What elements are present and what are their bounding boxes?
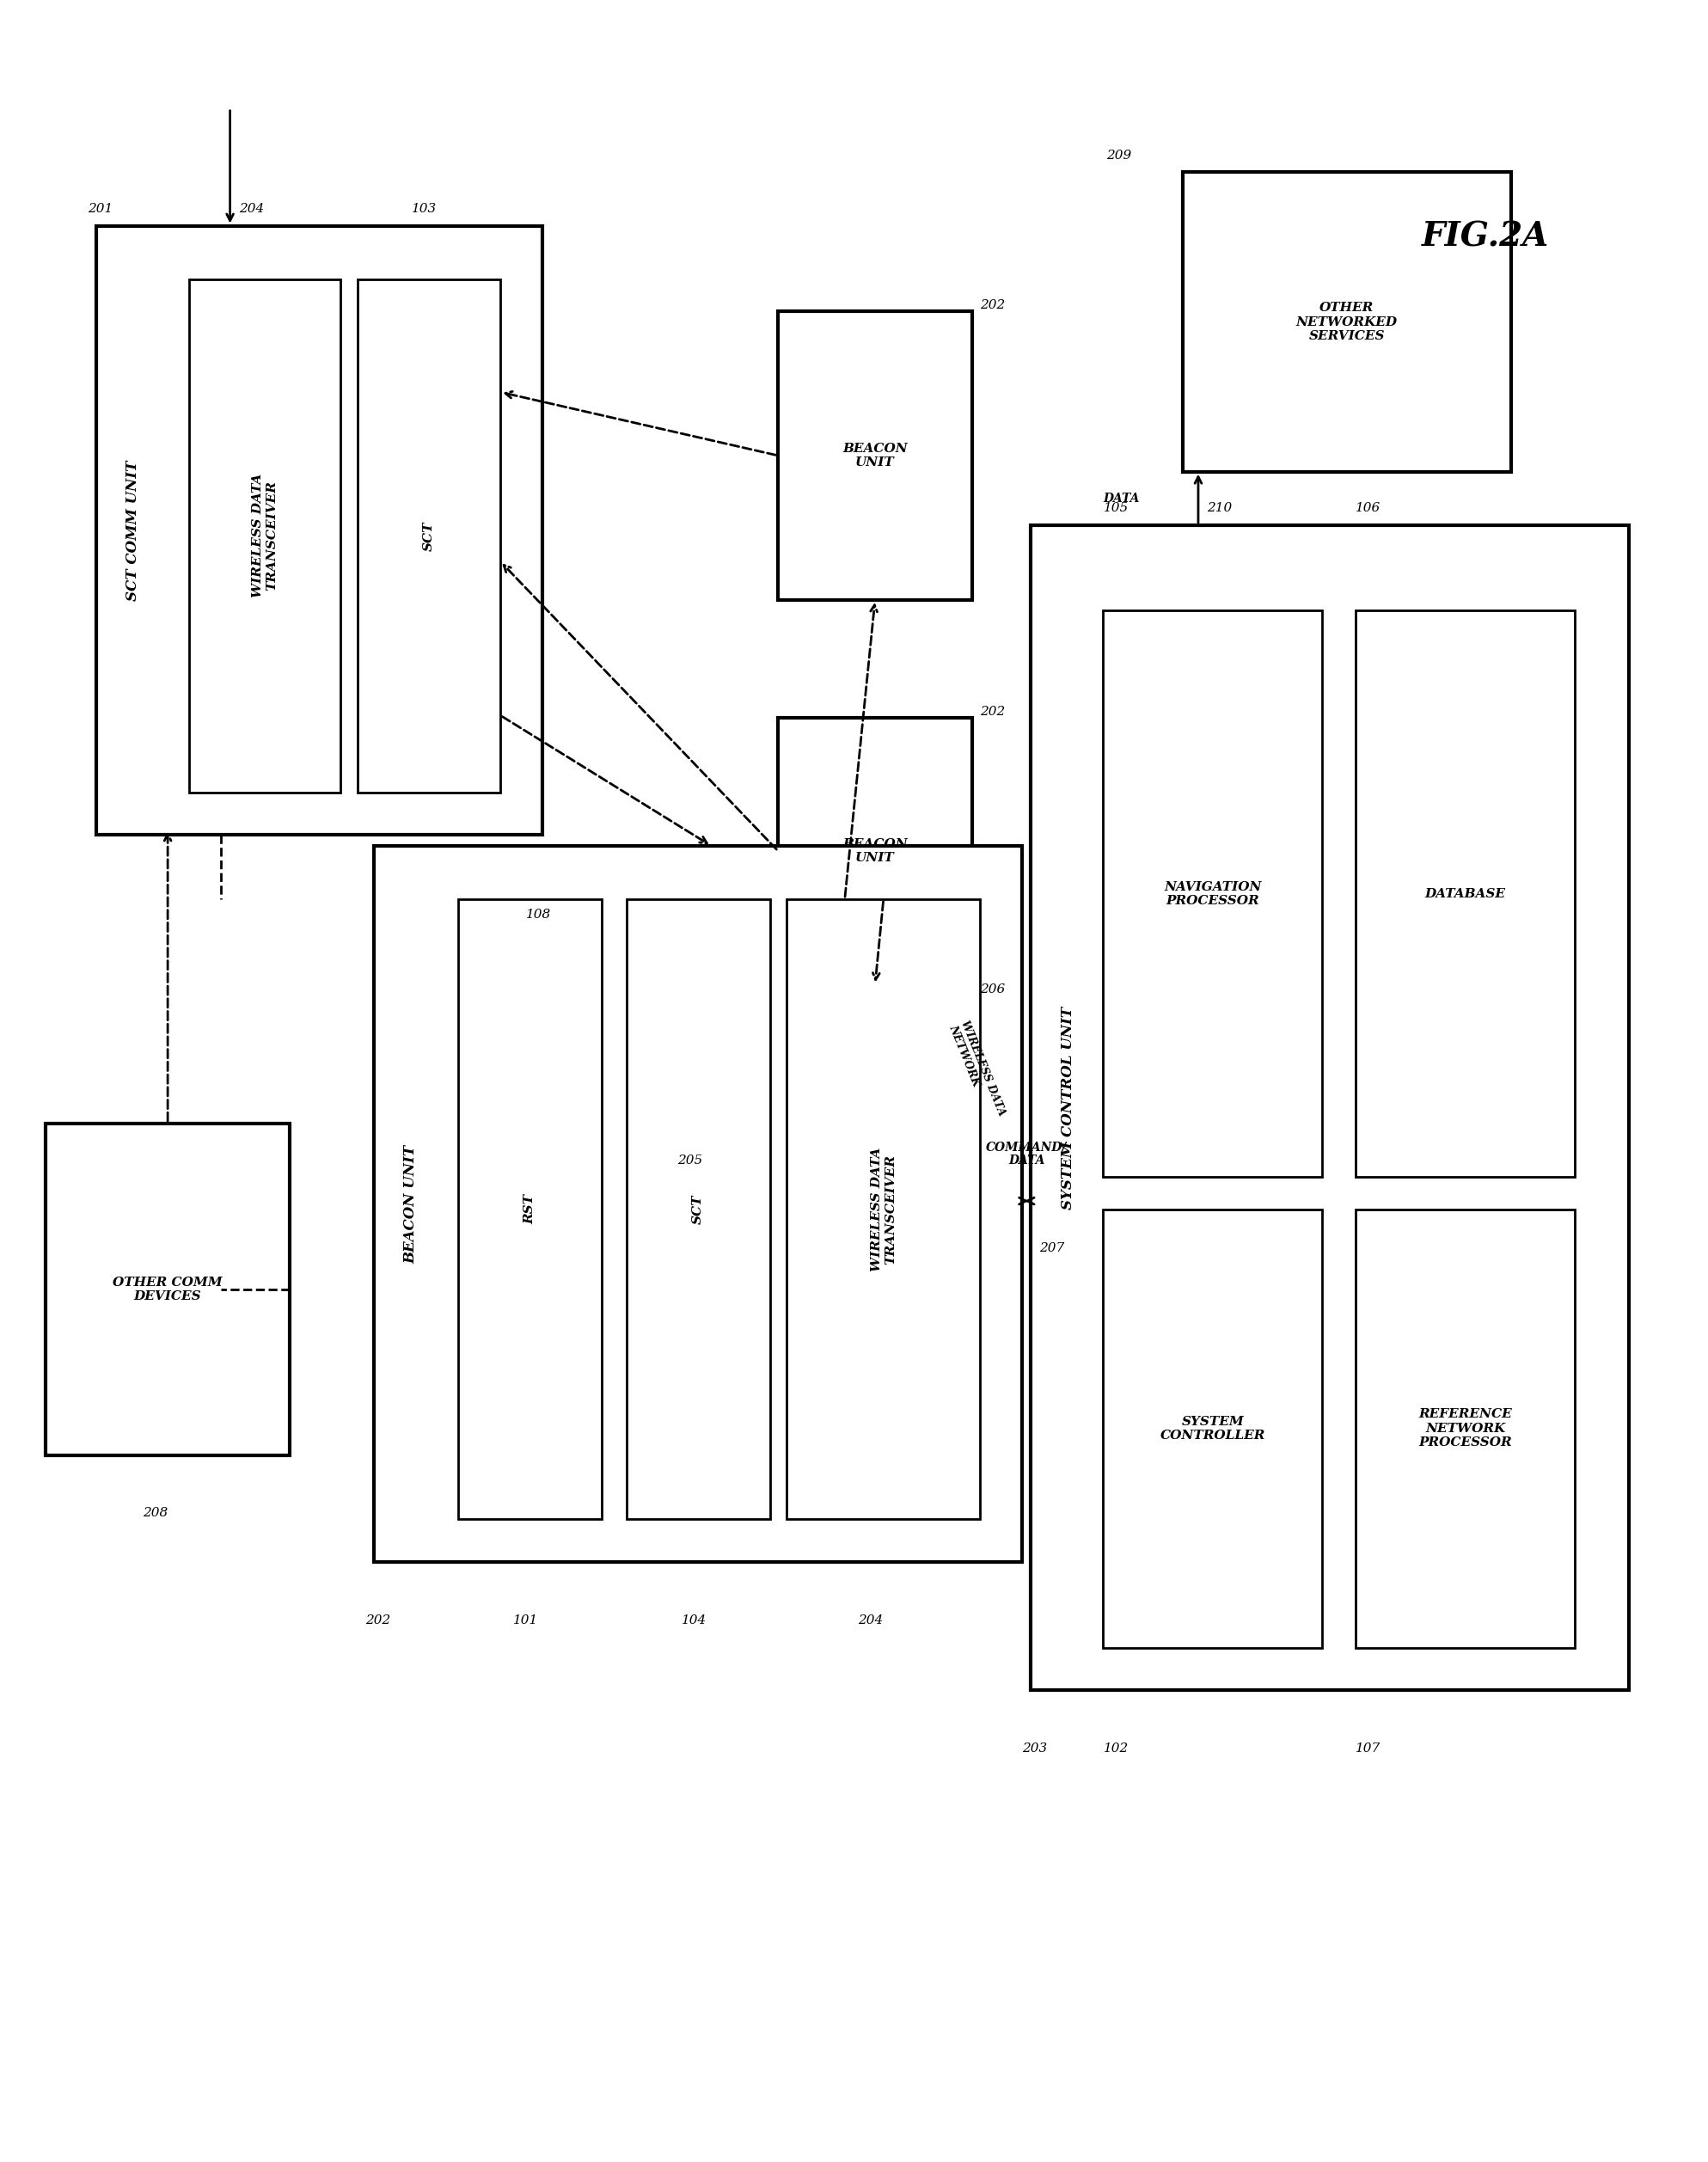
Text: 101: 101 bbox=[512, 1615, 538, 1626]
Text: BEACON
UNIT: BEACON UNIT bbox=[842, 839, 907, 865]
Bar bbox=[1182, 173, 1512, 471]
Text: 108: 108 bbox=[526, 908, 550, 921]
Text: DATA: DATA bbox=[1103, 493, 1139, 504]
Bar bbox=[1103, 1209, 1322, 1647]
Text: 208: 208 bbox=[142, 1507, 167, 1520]
Text: 202: 202 bbox=[980, 298, 1006, 311]
Text: 204: 204 bbox=[857, 1615, 883, 1626]
Bar bbox=[1356, 610, 1575, 1178]
Bar bbox=[374, 845, 1023, 1563]
Text: WIRELESS DATA
TRANSCEIVER: WIRELESS DATA TRANSCEIVER bbox=[871, 1148, 897, 1271]
Bar bbox=[46, 1124, 290, 1455]
Text: 209: 209 bbox=[1107, 149, 1132, 162]
Text: REFERENCE
NETWORK
PROCESSOR: REFERENCE NETWORK PROCESSOR bbox=[1419, 1407, 1512, 1449]
Text: FIG.2A: FIG.2A bbox=[1421, 221, 1549, 253]
Text: OTHER COMM
DEVICES: OTHER COMM DEVICES bbox=[113, 1276, 222, 1302]
Bar bbox=[779, 311, 972, 599]
Text: 204: 204 bbox=[239, 203, 265, 214]
Bar bbox=[190, 279, 340, 791]
Text: SCT: SCT bbox=[692, 1193, 704, 1224]
Text: SYSTEM
CONTROLLER: SYSTEM CONTROLLER bbox=[1160, 1416, 1266, 1442]
Bar bbox=[627, 899, 770, 1520]
Text: BEACON
UNIT: BEACON UNIT bbox=[842, 443, 907, 469]
Text: 102: 102 bbox=[1103, 1743, 1129, 1756]
Bar bbox=[357, 279, 500, 791]
Text: 104: 104 bbox=[681, 1615, 707, 1626]
Text: 105: 105 bbox=[1103, 502, 1129, 515]
Text: 202: 202 bbox=[366, 1615, 391, 1626]
Text: 203: 203 bbox=[1023, 1743, 1047, 1756]
Text: 206: 206 bbox=[980, 984, 1006, 995]
Bar bbox=[1356, 1209, 1575, 1647]
Text: 205: 205 bbox=[676, 1155, 702, 1167]
Text: NAVIGATION
PROCESSOR: NAVIGATION PROCESSOR bbox=[1163, 880, 1262, 906]
Text: 207: 207 bbox=[1038, 1243, 1064, 1254]
Bar bbox=[1103, 610, 1322, 1178]
Text: OTHER
NETWORKED
SERVICES: OTHER NETWORKED SERVICES bbox=[1296, 303, 1397, 342]
Text: COMMAND/
DATA: COMMAND/ DATA bbox=[986, 1142, 1068, 1167]
Text: WIRELESS DATA
NETWORK: WIRELESS DATA NETWORK bbox=[946, 1018, 1008, 1122]
Text: SYSTEM CONTROL UNIT: SYSTEM CONTROL UNIT bbox=[1061, 1005, 1076, 1209]
Text: BEACON UNIT: BEACON UNIT bbox=[403, 1144, 418, 1263]
Text: 107: 107 bbox=[1356, 1743, 1382, 1756]
Text: SCT COMM UNIT: SCT COMM UNIT bbox=[126, 461, 140, 601]
Bar bbox=[458, 899, 601, 1520]
Text: WIRELESS DATA
TRANSCEIVER: WIRELESS DATA TRANSCEIVER bbox=[251, 473, 277, 599]
Text: DATABASE: DATABASE bbox=[1424, 889, 1506, 899]
Text: 201: 201 bbox=[87, 203, 113, 214]
Text: SCT: SCT bbox=[424, 521, 436, 551]
Bar bbox=[1032, 525, 1629, 1691]
Bar bbox=[787, 899, 980, 1520]
Bar bbox=[779, 718, 972, 984]
Text: 202: 202 bbox=[980, 705, 1006, 718]
Text: 210: 210 bbox=[1206, 502, 1231, 515]
Text: 103: 103 bbox=[412, 203, 437, 214]
Bar bbox=[96, 225, 543, 835]
Text: 106: 106 bbox=[1356, 502, 1382, 515]
Text: RST: RST bbox=[524, 1193, 536, 1224]
